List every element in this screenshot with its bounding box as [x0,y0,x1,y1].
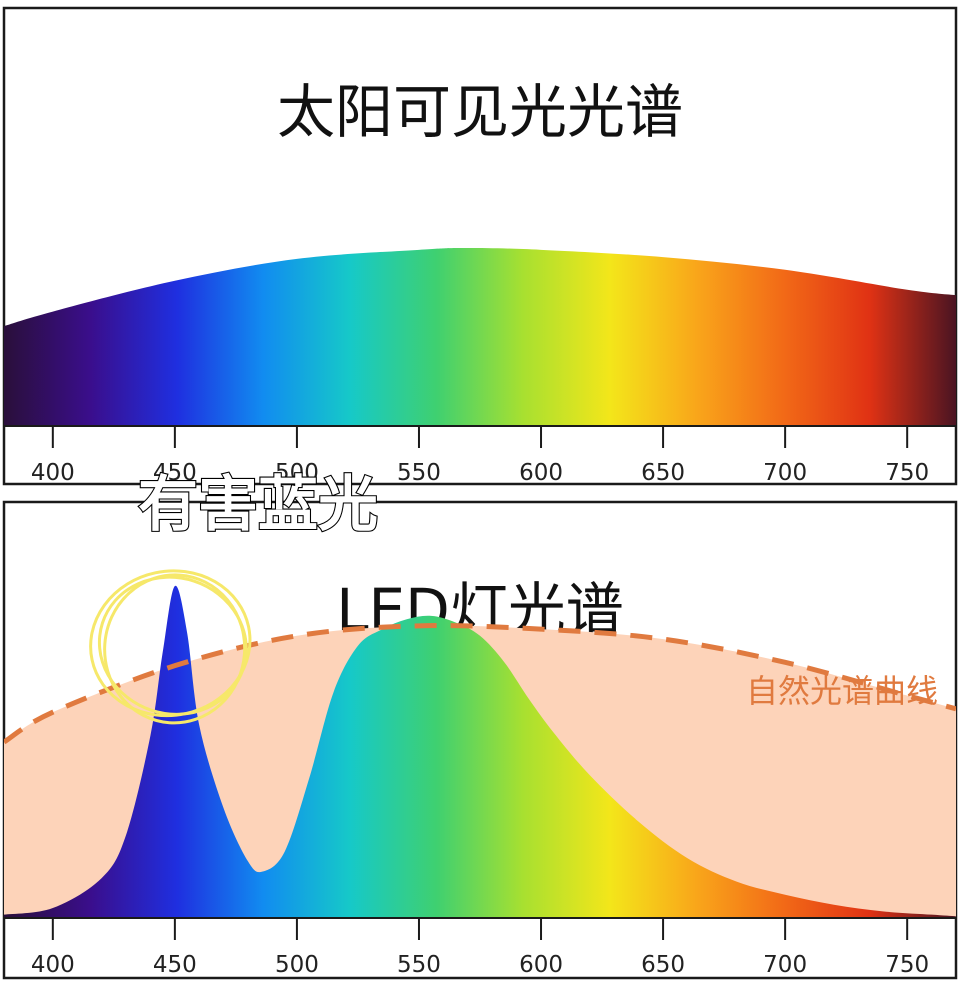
solar-spectrum-area [4,248,956,426]
x-tick-label: 550 [397,952,441,978]
x-tick-label: 650 [641,952,685,978]
x-tick-label: 750 [885,460,929,486]
solar-spectrum-panel: 太阳可见光光谱 400 450 500 550 600 650 700 750 [0,0,960,486]
x-tick-label: 700 [763,952,807,978]
x-tick-label: 450 [153,460,197,486]
x-tick-label: 600 [519,460,563,486]
x-tick-label: 500 [275,952,319,978]
x-tick-label: 650 [641,460,685,486]
harmful-blue-highlight [89,569,252,725]
x-tick-label: 500 [275,460,319,486]
x-tick-label: 400 [31,460,75,486]
x-axis-ticks: 400 450 500 550 600 650 700 750 [31,918,929,978]
natural-spectrum-curve [4,623,956,745]
highlight-circle-stroke [103,573,247,725]
x-tick-label: 750 [885,952,929,978]
led-spectrum-chart: LED灯光谱 自然光谱曲线 400 450 500 550 600 650 700 750 [2,500,958,980]
led-spectrum-area [4,585,956,918]
x-tick-label: 600 [519,952,563,978]
x-tick-label: 550 [397,460,441,486]
solar-spectrum-chart: 太阳可见光光谱 400 450 500 550 600 650 700 750 [2,6,958,486]
x-tick-label: 400 [31,952,75,978]
x-axis-ticks: 400 450 500 550 600 650 700 750 [31,426,929,486]
chart-title: 太阳可见光光谱 [277,78,683,146]
led-spectrum-panel: LED灯光谱 自然光谱曲线 400 450 500 550 600 650 700 750 [0,490,960,997]
x-tick-label: 700 [763,460,807,486]
natural-curve-label: 自然光谱曲线 [746,672,938,710]
x-tick-label: 450 [153,952,197,978]
